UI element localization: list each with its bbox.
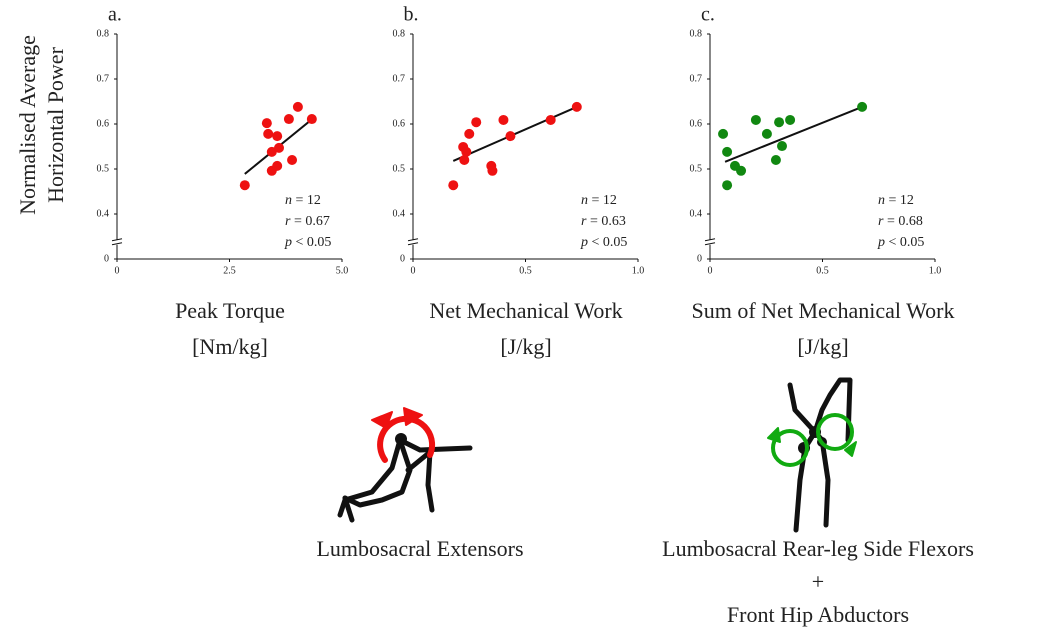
y-tick-label: 0.5 — [393, 163, 406, 174]
data-point — [287, 155, 297, 165]
x-tick-label: 0.5 — [519, 265, 532, 276]
stat-annotation: r = 0.67 — [285, 214, 330, 229]
data-point — [774, 117, 784, 127]
data-point — [471, 117, 481, 127]
y-tick-label: 0.7 — [97, 73, 110, 84]
data-point — [272, 131, 282, 141]
stat-annotation: n = 12 — [285, 193, 321, 208]
illustration-caption: Lumbosacral Rear-leg Side Flexors — [662, 536, 974, 561]
y-tick-label: 0 — [104, 253, 109, 264]
data-point — [263, 129, 273, 139]
trend-line — [725, 107, 862, 162]
data-point — [751, 115, 761, 125]
data-point — [718, 129, 728, 139]
y-tick-label: 0 — [697, 253, 702, 264]
data-point — [487, 166, 497, 176]
y-tick-label: 0.4 — [690, 208, 703, 219]
figure: 0 0.4 0.5 0.6 0.7 0.8 0 2.5 5.0 a. Peak Torque [Nm/… — [0, 0, 1044, 630]
x-axis-label: [J/kg] — [500, 334, 551, 359]
data-point — [274, 143, 284, 153]
y-tick-label: 0.7 — [393, 73, 406, 84]
data-point — [464, 129, 474, 139]
extensor-figure — [340, 408, 470, 520]
data-point — [505, 131, 515, 141]
flexor-figure — [768, 380, 856, 530]
data-point — [293, 102, 303, 112]
y-axis-label: Horizontal Power — [43, 46, 68, 202]
data-point — [572, 102, 582, 112]
y-tick-label: 0.5 — [97, 163, 110, 174]
stat-annotation: n = 12 — [878, 193, 914, 208]
y-tick-label: 0 — [400, 253, 405, 264]
y-tick-label: 0.8 — [97, 28, 110, 39]
y-tick-label: 0.8 — [393, 28, 406, 39]
stat-annotation: p < 0.05 — [580, 235, 627, 250]
data-point — [546, 115, 556, 125]
data-point — [771, 155, 781, 165]
data-point — [762, 129, 772, 139]
data-point — [240, 180, 250, 190]
data-point — [736, 166, 746, 176]
data-point — [284, 114, 294, 124]
x-axis-label: Net Mechanical Work — [429, 298, 622, 323]
y-tick-label: 0.8 — [690, 28, 703, 39]
x-axis-label: Sum of Net Mechanical Work — [692, 298, 955, 323]
y-tick-label: 0.6 — [690, 118, 703, 129]
data-point — [498, 115, 508, 125]
illustration-caption: Front Hip Abductors — [727, 602, 909, 627]
x-axis-label: [J/kg] — [797, 334, 848, 359]
illustration-caption: Lumbosacral Extensors — [316, 536, 523, 561]
x-tick-label: 0 — [708, 265, 713, 276]
x-axis-label: [Nm/kg] — [192, 334, 268, 359]
data-point — [722, 180, 732, 190]
data-point — [777, 141, 787, 151]
x-tick-label: 5.0 — [336, 265, 349, 276]
illustration-caption: + — [812, 569, 824, 594]
x-tick-label: 0 — [411, 265, 416, 276]
panel-label: b. — [404, 4, 419, 26]
data-point — [722, 147, 732, 157]
x-tick-label: 0.5 — [816, 265, 829, 276]
data-point — [307, 114, 317, 124]
stat-annotation: n = 12 — [581, 193, 617, 208]
panel-label: c. — [701, 4, 715, 26]
stat-annotation: p < 0.05 — [877, 235, 924, 250]
x-tick-label: 0 — [115, 265, 120, 276]
data-point — [448, 180, 458, 190]
data-point — [785, 115, 795, 125]
y-tick-label: 0.6 — [393, 118, 406, 129]
stat-annotation: r = 0.63 — [581, 214, 626, 229]
y-axis-label: Normalised Average — [15, 35, 40, 215]
x-tick-label: 1.0 — [632, 265, 645, 276]
data-point — [272, 161, 282, 171]
stat-annotation: r = 0.68 — [878, 214, 923, 229]
y-tick-label: 0.5 — [690, 163, 703, 174]
panel-label: a. — [108, 4, 122, 26]
x-axis-label: Peak Torque — [175, 298, 285, 323]
data-point — [262, 118, 272, 128]
x-tick-label: 1.0 — [929, 265, 942, 276]
y-tick-label: 0.6 — [97, 118, 110, 129]
y-tick-label: 0.7 — [690, 73, 703, 84]
data-point — [461, 147, 471, 157]
y-tick-label: 0.4 — [97, 208, 110, 219]
data-point — [857, 102, 867, 112]
stat-annotation: p < 0.05 — [284, 235, 331, 250]
y-tick-label: 0.4 — [393, 208, 406, 219]
x-tick-label: 2.5 — [223, 265, 236, 276]
